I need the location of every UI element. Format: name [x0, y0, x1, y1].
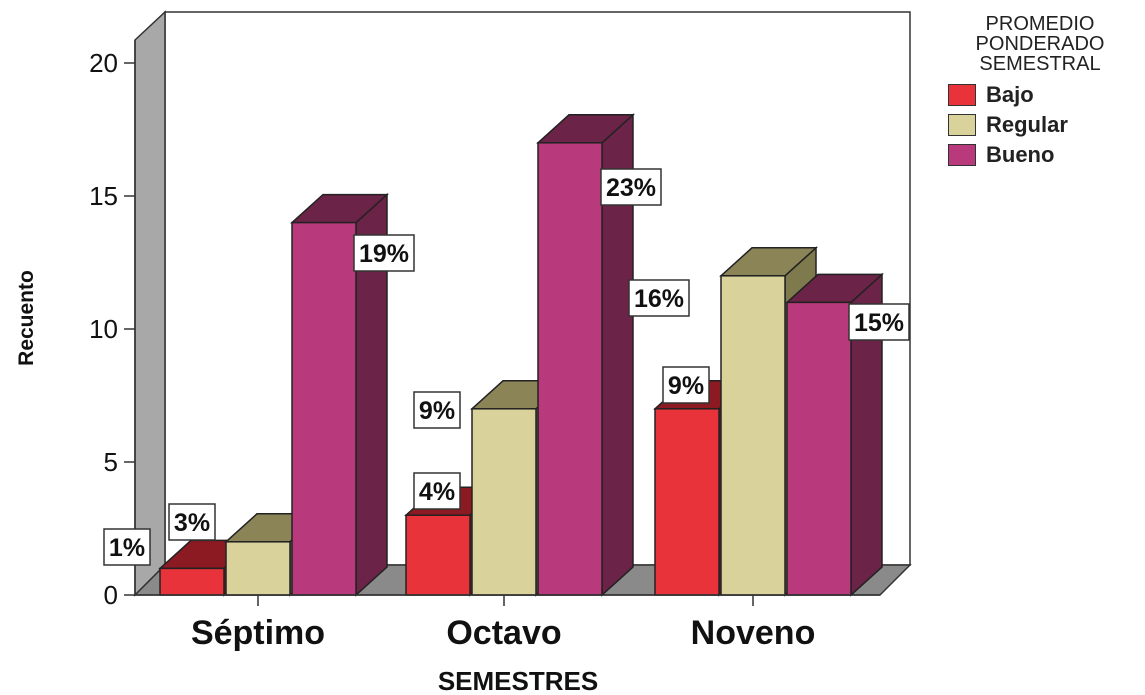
data-label: 16%	[628, 279, 690, 317]
legend-title-line: SEMESTRAL	[979, 53, 1101, 75]
data-label-text: 9%	[419, 397, 455, 425]
legend-label: Bajo	[986, 82, 1034, 107]
left-wall	[134, 10, 166, 597]
legend-title: PROMEDIO PONDERADO SEMESTRAL	[940, 14, 1140, 74]
data-label-box	[848, 303, 910, 341]
data-label-box	[662, 366, 710, 404]
data-label-text: 9%	[668, 372, 704, 400]
y-tick-label: 5	[104, 447, 118, 477]
legend-swatch-bueno	[948, 144, 976, 166]
legend-swatch-regular	[948, 114, 976, 136]
bar-front	[654, 408, 720, 596]
bar-front	[225, 541, 291, 596]
bar-front	[405, 514, 471, 596]
x-tick-label: Noveno	[691, 614, 816, 652]
legend-item-bajo: Bajo	[948, 80, 1140, 110]
data-label-box	[168, 503, 216, 541]
bar-bueno-1	[536, 113, 635, 597]
data-label: 15%	[848, 303, 910, 341]
data-label-text: 15%	[854, 309, 904, 337]
bar-front	[720, 275, 786, 596]
data-label-box	[600, 168, 662, 206]
y-tick-label: 15	[89, 181, 118, 211]
data-label-box	[413, 472, 461, 510]
x-tick-label: Séptimo	[191, 614, 325, 652]
data-label-box	[353, 234, 415, 272]
legend-title-line: PROMEDIO	[985, 13, 1095, 35]
data-label-text: 23%	[606, 174, 656, 202]
data-label: 9%	[662, 366, 710, 404]
data-label-text: 19%	[359, 240, 409, 268]
data-label: 3%	[168, 503, 216, 541]
y-tick-label: 20	[89, 48, 118, 78]
y-axis-label: Recuento	[15, 270, 38, 366]
bar-front	[537, 142, 603, 596]
data-label: 23%	[600, 168, 662, 206]
legend-title-line: PONDERADO	[975, 33, 1105, 55]
legend-label: Regular	[986, 112, 1068, 137]
data-label-text: 16%	[634, 285, 684, 313]
bars: 1% 3% 19% 4% 9% 23% 9% 16% 15%	[103, 113, 910, 597]
data-label-text: 3%	[174, 509, 210, 537]
legend-item-bueno: Bueno	[948, 140, 1140, 170]
legend-label: Bueno	[986, 142, 1055, 167]
y-tick-label: 0	[104, 580, 118, 610]
data-label-box	[628, 279, 690, 317]
data-label: 4%	[413, 472, 461, 510]
bar-front	[471, 408, 537, 596]
bar-front	[786, 301, 852, 596]
legend-swatch-bajo	[948, 84, 976, 106]
bar-front	[159, 567, 225, 596]
data-label: 19%	[353, 234, 415, 272]
data-label-text: 4%	[419, 478, 455, 506]
y-axis: 0 5 10 15 20	[89, 40, 136, 610]
x-tick-label: Octavo	[446, 614, 561, 652]
data-label-box	[103, 528, 151, 566]
data-label: 9%	[413, 391, 461, 429]
data-label-box	[413, 391, 461, 429]
x-axis: Séptimo Octavo Noveno	[135, 594, 880, 652]
data-label: 1%	[103, 528, 151, 566]
bar-bueno-0	[290, 192, 389, 597]
legend-item-regular: Regular	[948, 110, 1140, 140]
data-label-text: 1%	[109, 534, 145, 562]
y-tick-label: 10	[89, 314, 118, 344]
bar-front	[291, 221, 357, 596]
bar-bueno-2	[785, 272, 884, 597]
legend: PROMEDIO PONDERADO SEMESTRAL Bajo Regula…	[940, 14, 1140, 170]
x-axis-label: SEMESTRES	[438, 666, 598, 695]
